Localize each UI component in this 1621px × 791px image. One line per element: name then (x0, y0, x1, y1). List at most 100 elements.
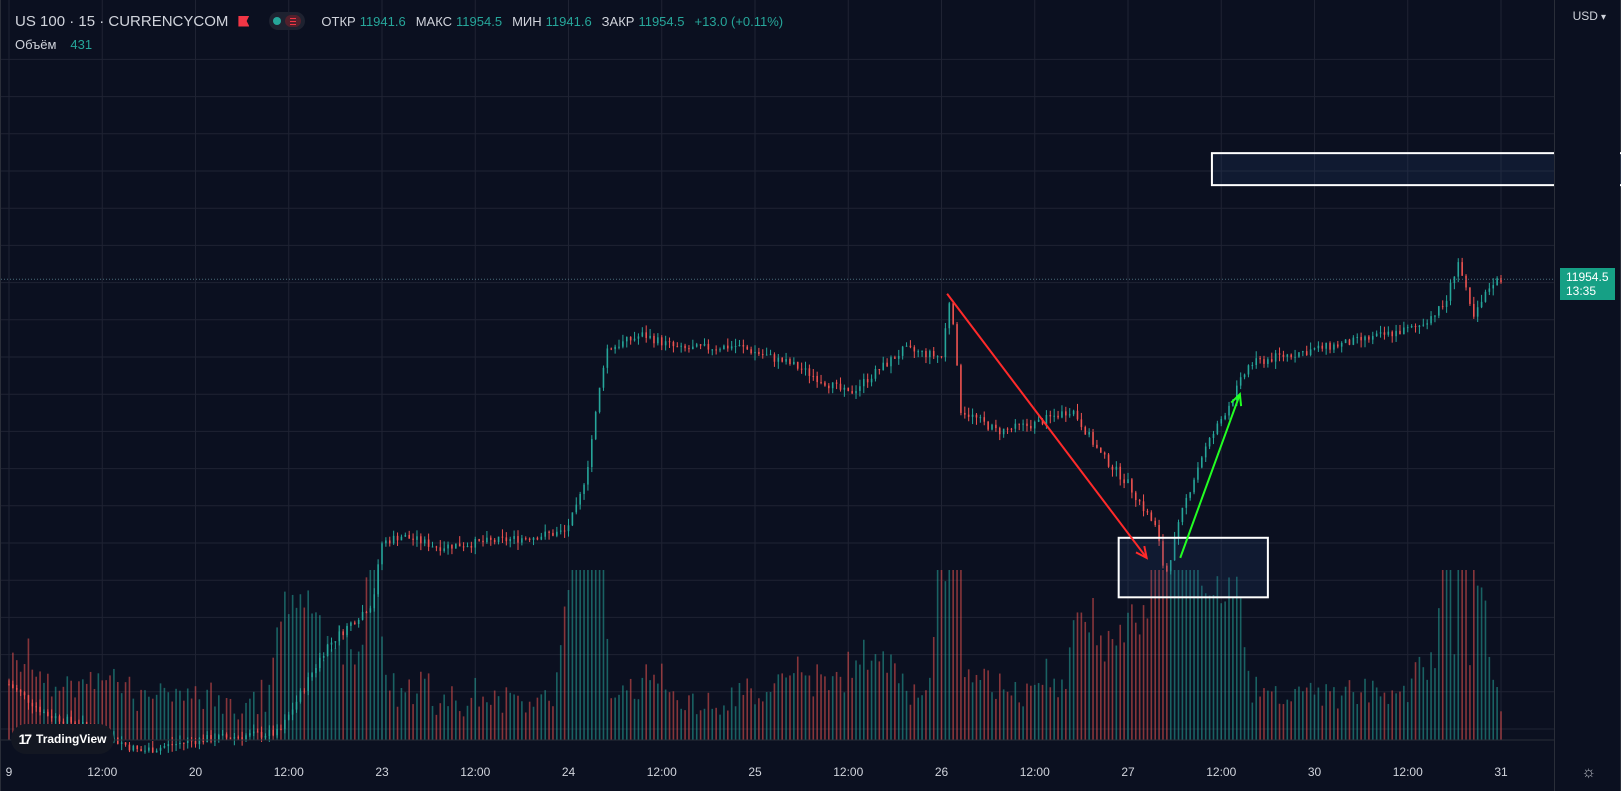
tradingview-badge[interactable]: 17 TradingView (11, 724, 114, 754)
volume-bar (322, 660, 325, 740)
volume-bar (785, 677, 787, 740)
volume-bar (824, 676, 826, 740)
volume-bar (412, 704, 414, 740)
candle-body (1134, 492, 1137, 501)
volume-bar (1383, 692, 1386, 740)
volume-bar (287, 614, 290, 740)
symbol-title[interactable]: US 100 · 15 · CURRENCYCOM (15, 12, 229, 30)
candle-body (1049, 414, 1052, 417)
volume-bar (901, 673, 904, 740)
volume-bar (758, 698, 760, 740)
candle-body (1309, 349, 1312, 356)
candle-body (396, 535, 399, 541)
volume-bar (74, 697, 76, 740)
candle-body (618, 346, 620, 348)
volume-bar (672, 691, 675, 740)
volume-bar (1399, 691, 1401, 740)
candle-body (1348, 339, 1351, 345)
candle-body (326, 644, 329, 656)
volume-bar (1282, 704, 1285, 740)
volume-bar (470, 697, 473, 740)
candle-body (521, 538, 523, 543)
candle-body (31, 702, 34, 707)
volume-bar (62, 686, 65, 740)
volume-bar (727, 710, 729, 740)
volume-bar (808, 675, 811, 740)
candle-body (179, 742, 181, 745)
flag-icon[interactable] (238, 15, 250, 27)
volume-bar (1356, 704, 1359, 740)
candle-body (1177, 522, 1180, 538)
volume-legend[interactable]: Объём 431 (15, 37, 92, 52)
candle-body (828, 385, 830, 389)
candle-body (35, 706, 37, 708)
volume-bar (458, 711, 461, 740)
candle-body (995, 424, 997, 429)
candle-body (54, 716, 57, 719)
volume-bar (482, 696, 484, 740)
volume-bar (878, 661, 881, 740)
currency-selector[interactable]: USD (1573, 9, 1606, 23)
candle-body (1037, 419, 1040, 422)
volume-bar (439, 703, 442, 740)
volume-bar (925, 690, 927, 740)
candle-body (342, 631, 344, 636)
candle-body (47, 711, 49, 716)
volume-bar (12, 652, 14, 740)
candle-body (284, 719, 286, 730)
volume-bar (1309, 682, 1312, 740)
candle-body (524, 538, 527, 540)
gear-icon[interactable]: ☼ (1581, 764, 1596, 781)
x-tick-label: 24 (562, 765, 576, 779)
volume-bar (513, 694, 515, 740)
candle-body (1403, 327, 1405, 335)
volume-bar (544, 690, 546, 740)
volume-bar (264, 711, 267, 740)
candle-body (1422, 324, 1425, 326)
candle-body (361, 611, 364, 620)
candle-body (1267, 359, 1269, 364)
price-axis[interactable]: USD 11954.5 13:35 ☼ (1554, 0, 1620, 791)
candle-body (929, 351, 931, 358)
up-arrow[interactable] (1179, 393, 1241, 559)
candle-body (587, 467, 589, 485)
down-arrow[interactable] (946, 293, 1148, 559)
volume-bar (1127, 612, 1129, 740)
candle-body (1162, 541, 1164, 566)
volume-bar (116, 681, 119, 740)
volume-bar (1391, 690, 1394, 740)
volume-bar (1131, 604, 1133, 740)
volume-bar (1476, 585, 1479, 740)
candle-body (443, 548, 445, 551)
candle-body (649, 335, 651, 338)
volume-bar (1488, 656, 1491, 740)
volume-bar (319, 615, 321, 740)
support-zone-box[interactable] (1117, 536, 1269, 599)
volume-bar (23, 664, 26, 740)
volume-bar (777, 674, 780, 740)
volume-bar (132, 698, 135, 740)
volume-bar (1166, 570, 1168, 740)
candle-body (431, 546, 434, 548)
candle-body (998, 428, 1001, 435)
candle-body (486, 537, 488, 543)
annotations[interactable] (946, 152, 1621, 599)
candle-body (1395, 330, 1397, 337)
candle-body (245, 735, 247, 740)
candle-body (862, 379, 865, 387)
volume-bar (350, 649, 352, 740)
volume-bar (144, 690, 146, 740)
visibility-toggle[interactable] (269, 12, 306, 30)
volume-bar (1169, 570, 1172, 740)
volume-bar (1150, 570, 1153, 740)
volume-bar (769, 691, 772, 740)
candle-body (186, 740, 189, 744)
volume-bar (1259, 696, 1261, 740)
target-zone-box[interactable] (1210, 152, 1621, 187)
volume-bar (1449, 570, 1452, 740)
volume-bar (385, 674, 387, 740)
candle-body (548, 531, 550, 533)
volume-bar (835, 671, 838, 740)
volume-bar (995, 698, 997, 740)
